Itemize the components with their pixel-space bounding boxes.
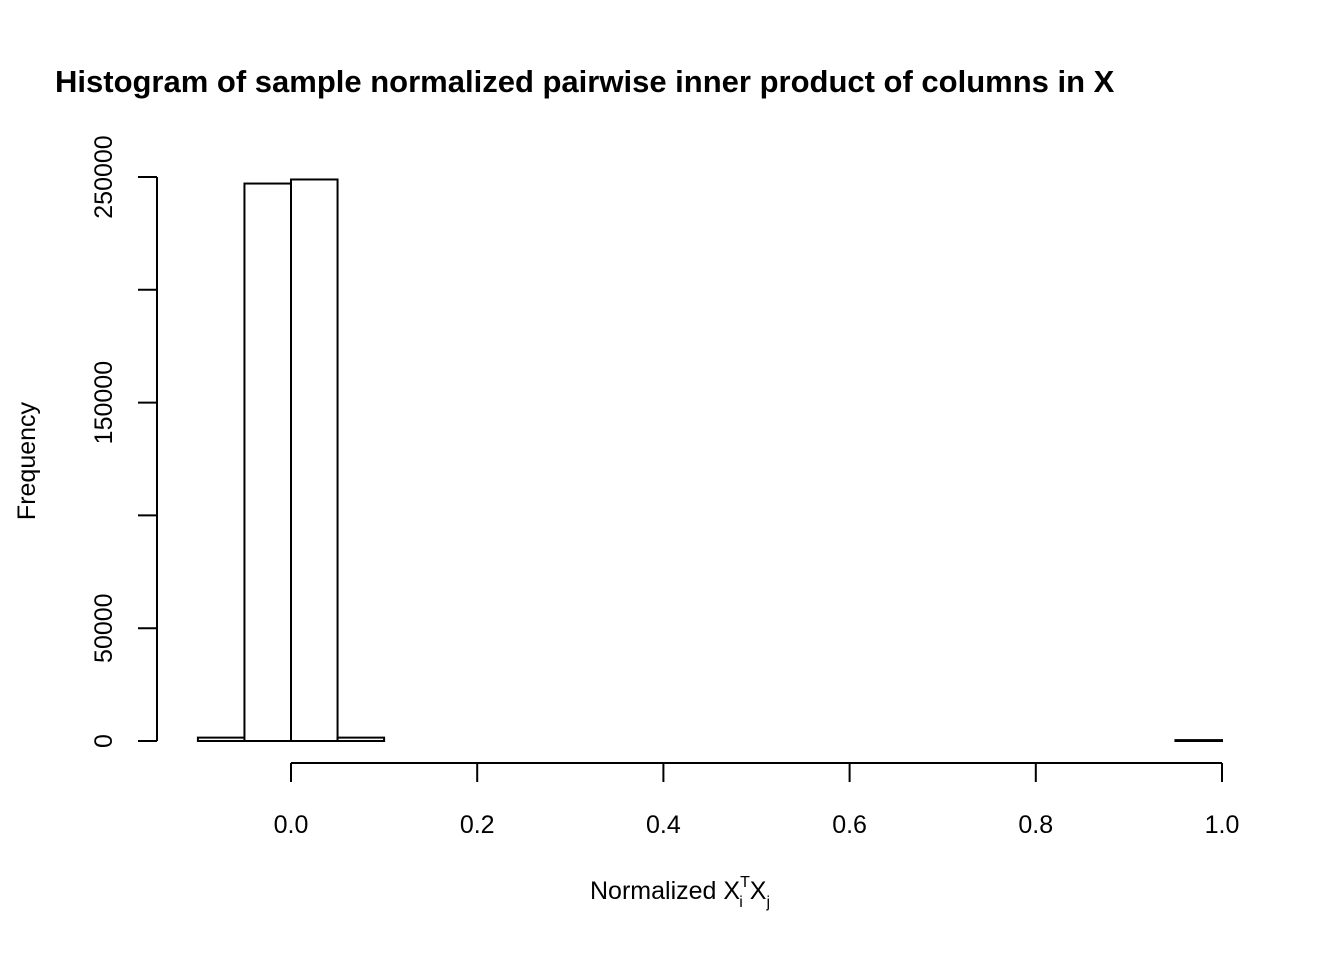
x-tick-label: 1.0 xyxy=(1205,811,1240,839)
x-tick-label: 0.8 xyxy=(1018,811,1053,839)
x-axis-label: Normalized XT i Xj xyxy=(590,874,770,911)
histogram-bar xyxy=(1174,739,1223,742)
y-tick-label: 0 xyxy=(90,734,118,748)
x-axis: 0.0 0.2 0.4 0.6 0.8 1.0 xyxy=(274,762,1240,839)
x-tick-label: 0.4 xyxy=(646,811,681,839)
y-tick-label: 150000 xyxy=(90,361,118,444)
y-axis: 0 50000 150000 250000 xyxy=(90,135,158,748)
x-tick-label: 0.0 xyxy=(274,811,309,839)
y-tick-label: 50000 xyxy=(90,593,118,663)
bars xyxy=(196,178,1223,743)
y-axis-label: Frequency xyxy=(13,401,41,520)
histogram-bar xyxy=(196,736,246,743)
chart-title: Histogram of sample normalized pairwise … xyxy=(55,64,1115,99)
histogram-bar xyxy=(290,178,339,742)
y-tick-label: 250000 xyxy=(90,135,118,218)
histogram-bar xyxy=(336,736,386,743)
x-tick-label: 0.6 xyxy=(832,811,867,839)
x-tick-label: 0.2 xyxy=(460,811,495,839)
histogram-bar xyxy=(243,182,292,742)
